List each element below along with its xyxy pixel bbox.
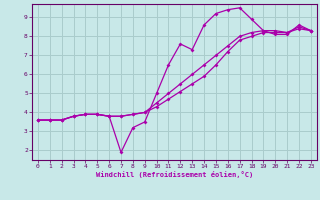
X-axis label: Windchill (Refroidissement éolien,°C): Windchill (Refroidissement éolien,°C)	[96, 171, 253, 178]
